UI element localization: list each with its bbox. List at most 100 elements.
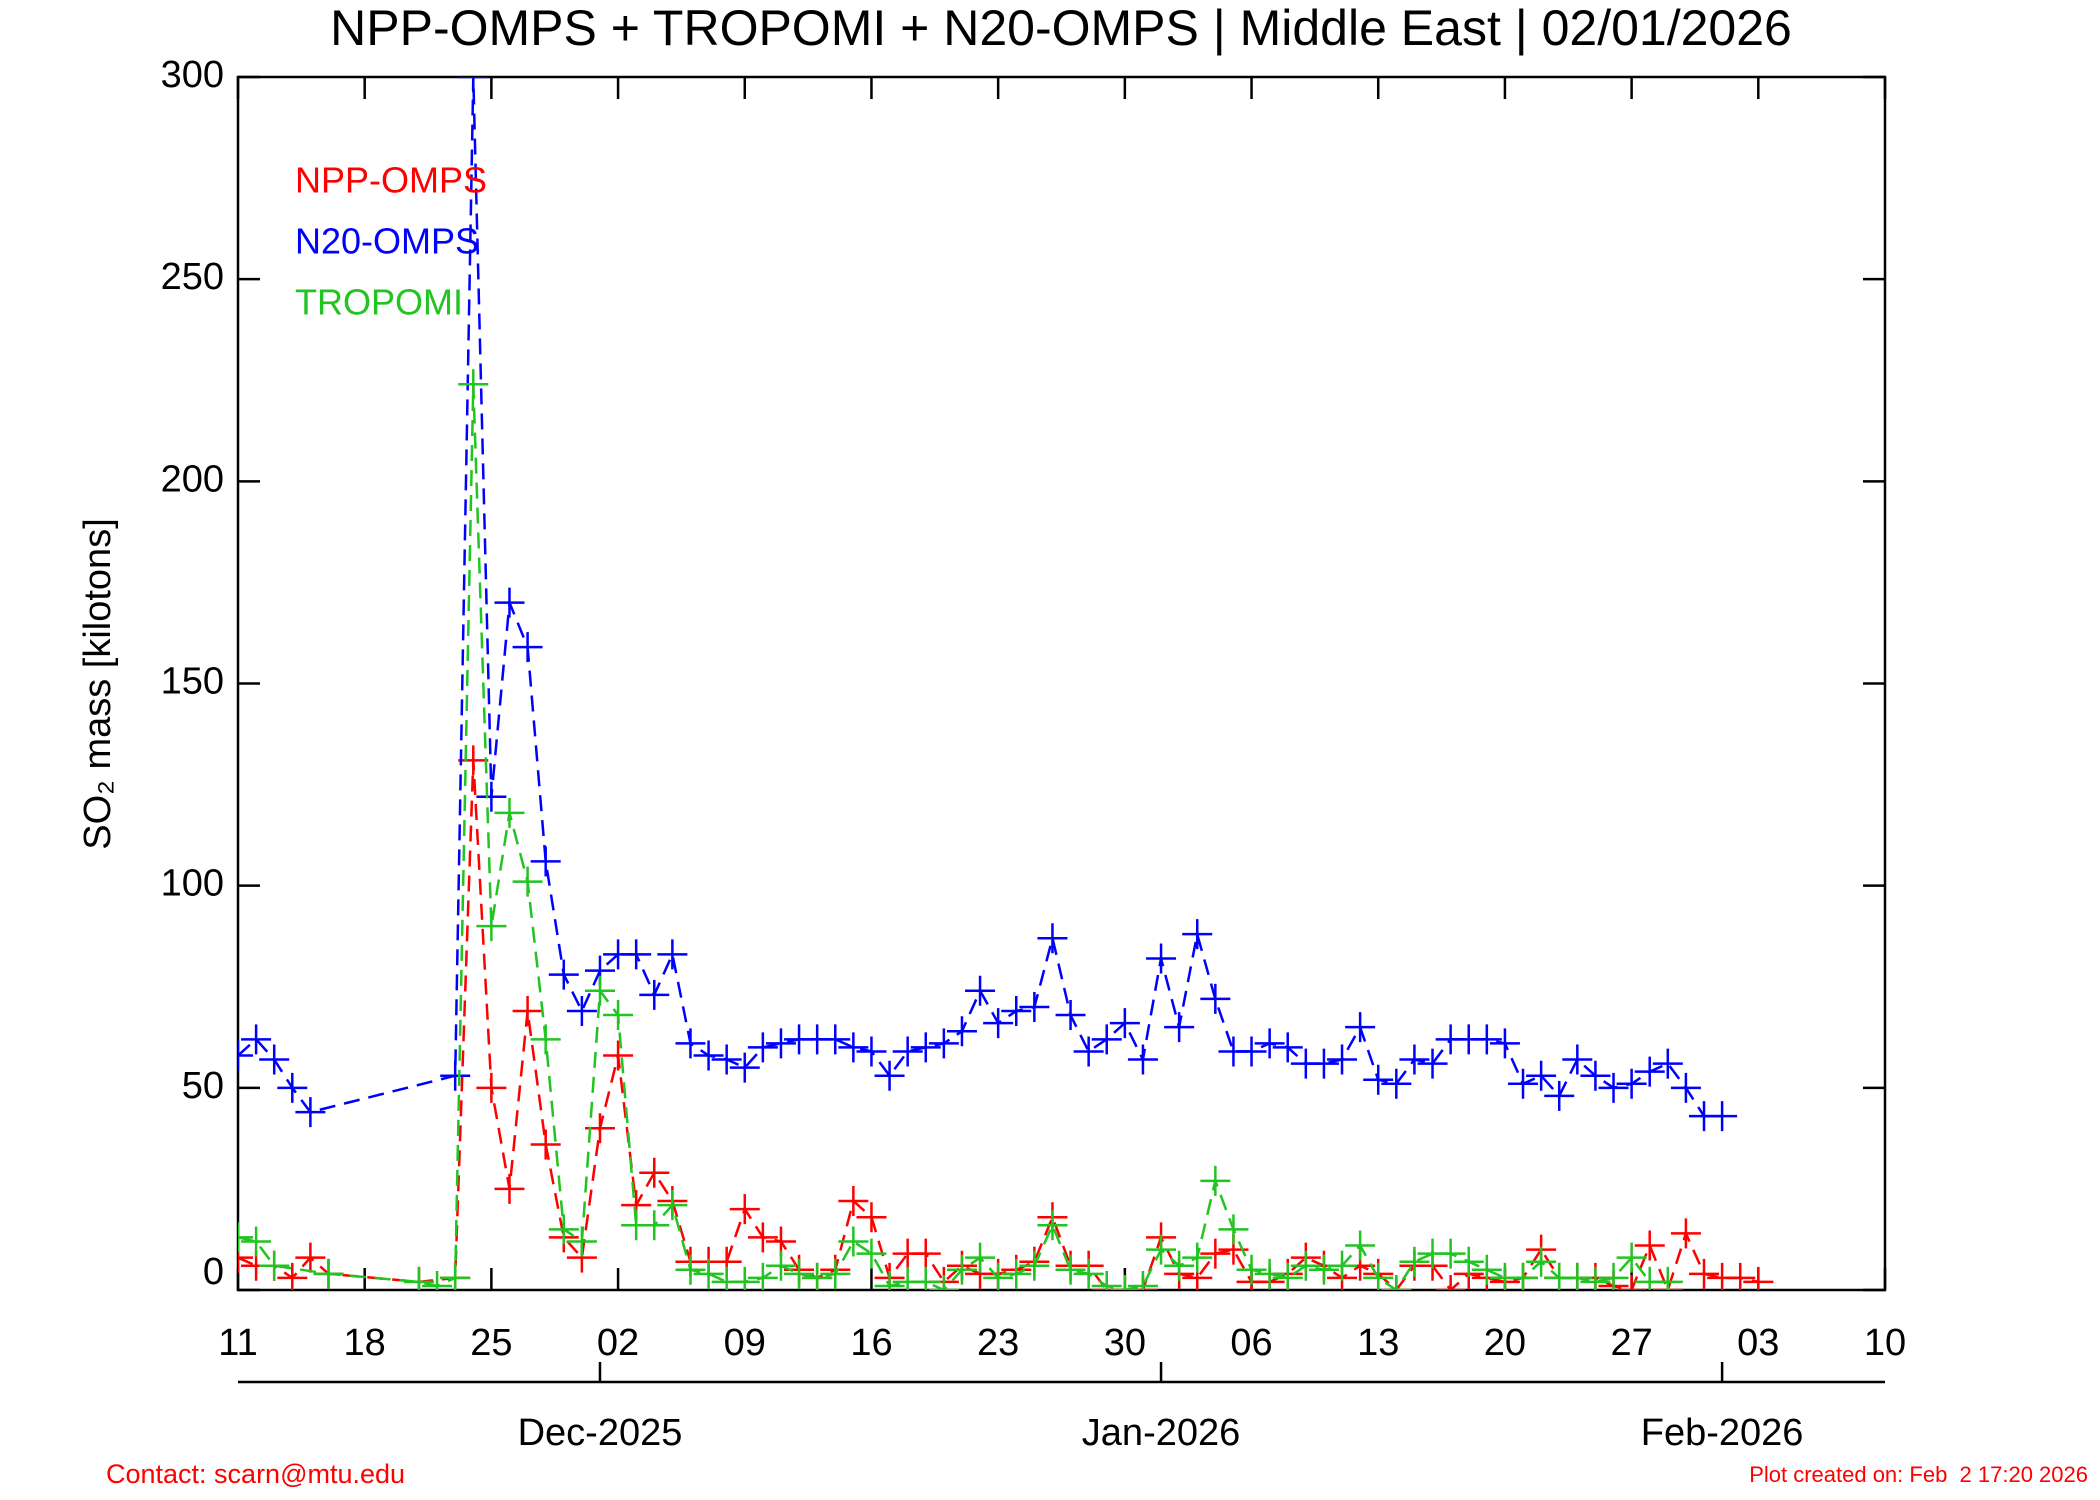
marker (1127, 1044, 1158, 1075)
marker (892, 1036, 923, 1067)
marker (403, 1266, 434, 1290)
marker (458, 77, 489, 92)
marker (1725, 1262, 1756, 1290)
marker (1345, 1230, 1376, 1261)
marker (1526, 1060, 1557, 1091)
marker (512, 866, 543, 897)
marker (910, 1032, 941, 1063)
marker (277, 1072, 308, 1103)
marker (711, 1044, 742, 1075)
month-label: Dec-2025 (518, 1412, 683, 1454)
x-tick-label: 20 (1484, 1322, 1526, 1364)
y-tick-label: 150 (161, 661, 224, 703)
marker (530, 1024, 561, 1055)
marker (241, 1226, 272, 1257)
marker (494, 587, 525, 618)
marker (1453, 1246, 1484, 1277)
legend-entry: NPP-OMPS (295, 160, 487, 201)
marker (603, 1040, 634, 1071)
marker (983, 1262, 1014, 1290)
x-tick-label: 06 (1230, 1322, 1272, 1364)
x-tick-label: 16 (850, 1322, 892, 1364)
marker (277, 1262, 308, 1290)
marker (1616, 1068, 1647, 1099)
marker (548, 959, 579, 990)
marker (747, 1222, 778, 1253)
marker (874, 1060, 905, 1091)
marker (295, 1097, 326, 1128)
x-tick-label: 10 (1864, 1322, 1906, 1364)
marker (1652, 1048, 1683, 1079)
marker (693, 1040, 724, 1071)
marker (1308, 1254, 1339, 1285)
marker (476, 781, 507, 812)
marker (1327, 1044, 1358, 1075)
marker (928, 1275, 959, 1290)
marker (1091, 1024, 1122, 1055)
marker (1526, 1246, 1557, 1277)
marker (1272, 1262, 1303, 1290)
marker (530, 1129, 561, 1160)
marker (1290, 1250, 1321, 1281)
marker (802, 1262, 833, 1290)
marker (1327, 1250, 1358, 1281)
marker (747, 1032, 778, 1063)
marker (1109, 1008, 1140, 1039)
marker (238, 1040, 253, 1071)
marker (1182, 1242, 1213, 1273)
marker (1652, 1266, 1683, 1290)
marker (965, 1242, 996, 1273)
marker (1308, 1048, 1339, 1079)
marker (693, 1258, 724, 1289)
legend-entry: TROPOMI (295, 282, 463, 323)
x-tick-label: 18 (344, 1322, 386, 1364)
marker (1182, 919, 1213, 950)
marker (259, 1044, 290, 1075)
marker (1001, 996, 1032, 1027)
marker (1489, 1028, 1520, 1059)
x-tick-label: 23 (977, 1322, 1019, 1364)
marker (657, 1190, 688, 1221)
legend-entry: N20-OMPS (295, 221, 479, 262)
marker (820, 1024, 851, 1055)
marker (494, 1173, 525, 1204)
footer-created: Plot created on: Feb 2 17:20 2026 (1749, 1462, 2088, 1487)
marker (476, 1072, 507, 1103)
month-label: Jan-2026 (1082, 1412, 1240, 1454)
marker (965, 975, 996, 1006)
marker (548, 1214, 579, 1245)
x-tick-label: 13 (1357, 1322, 1399, 1364)
marker (639, 979, 670, 1010)
x-tick-label: 09 (724, 1322, 766, 1364)
marker (675, 1254, 706, 1285)
marker (1019, 991, 1050, 1022)
marker (1363, 1262, 1394, 1290)
marker (1127, 1270, 1158, 1290)
marker (1670, 1072, 1701, 1103)
marker (1598, 1072, 1629, 1103)
marker (1019, 1250, 1050, 1281)
marker (566, 996, 597, 1027)
marker (1164, 1250, 1195, 1281)
marker (765, 1028, 796, 1059)
marker (910, 1238, 941, 1269)
marker (729, 1052, 760, 1083)
marker (512, 996, 543, 1027)
marker (1707, 1101, 1738, 1132)
marker (1471, 1254, 1502, 1285)
y-tick-label: 50 (182, 1065, 224, 1107)
marker (1055, 1000, 1086, 1031)
marker (639, 1157, 670, 1188)
marker (946, 1016, 977, 1047)
marker (621, 939, 652, 970)
marker (458, 369, 489, 400)
marker (1218, 1214, 1249, 1245)
marker (1345, 1012, 1376, 1043)
marker (1580, 1266, 1611, 1290)
marker (259, 1250, 290, 1281)
marker (1562, 1262, 1593, 1290)
x-tick-label: 11 (218, 1322, 257, 1364)
marker (1272, 1032, 1303, 1063)
